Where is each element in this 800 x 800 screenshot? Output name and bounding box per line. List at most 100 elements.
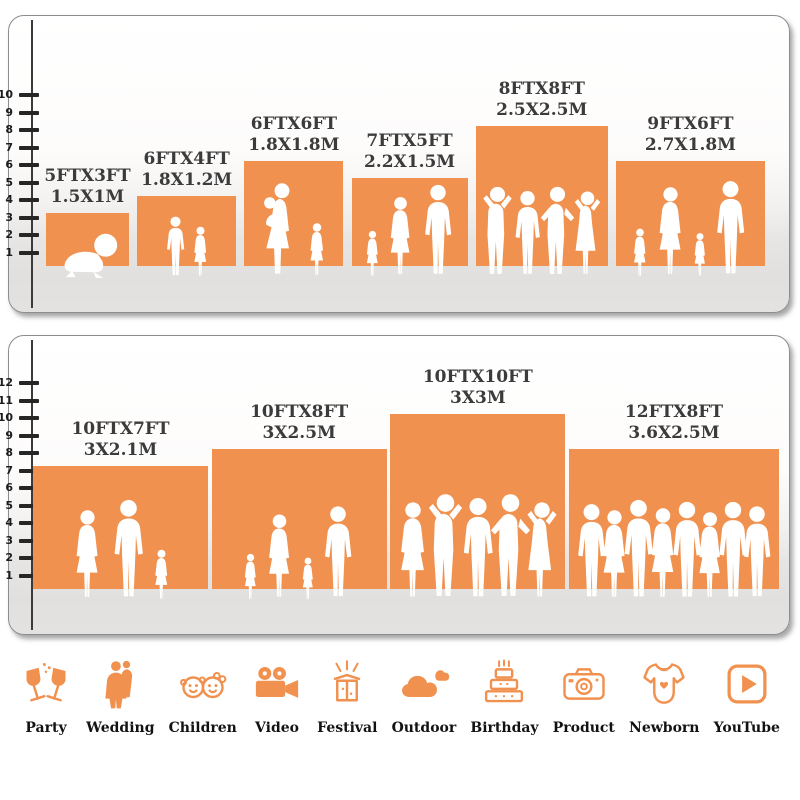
- youtube-icon: [721, 658, 773, 710]
- y-axis-tick-label: 11: [0, 393, 13, 407]
- y-axis-tick-label: 3: [5, 210, 13, 224]
- size-feet-label: 5FTX3FT: [44, 165, 131, 186]
- y-axis-tick: [19, 468, 39, 473]
- size-meter-label: 3.6X2.5M: [628, 422, 720, 443]
- category-wedding: Wedding: [86, 658, 155, 736]
- y-axis-tick: [19, 381, 39, 385]
- children-icon: [177, 658, 229, 710]
- y-axis-tick-label: 7: [5, 463, 13, 477]
- person-silhouette-boy: [163, 216, 188, 278]
- category-video: Video: [251, 658, 303, 736]
- bar-size-label: 7FTX5FT 2.2X1.5M: [364, 131, 455, 174]
- category-festival: Festival: [317, 658, 377, 736]
- person-silhouette-girl: [190, 226, 211, 278]
- video-icon: [251, 658, 303, 710]
- size-meter-label: 3X3M: [449, 387, 506, 408]
- y-axis-tick-label: 4: [5, 193, 13, 206]
- y-axis-tick-label: 7: [5, 140, 13, 154]
- y-axis-tick: [19, 110, 39, 115]
- person-silhouette-man: [419, 184, 457, 278]
- backdrop-bar: [475, 126, 608, 266]
- y-axis-tick-label: 9: [5, 428, 13, 442]
- category-label-youtube: YouTube: [713, 720, 780, 736]
- y-axis-tick-label: 10: [0, 411, 13, 424]
- person-silhouette-girl: [630, 228, 650, 278]
- category-newborn: Newborn: [629, 658, 699, 736]
- silhouette-figures: [616, 180, 765, 278]
- backdrop-bar-group: 6FTX6FT 1.8X1.8M: [244, 114, 344, 267]
- backdrop-bar: [390, 414, 566, 589]
- backdrop-bar-group: 9FTX6FT 2.7X1.8M: [615, 113, 765, 267]
- y-axis-tick-label: 5: [5, 498, 13, 512]
- size-feet-label: 8FTX8FT: [498, 78, 585, 99]
- birthday-icon: [478, 658, 530, 710]
- size-meter-label: 1.8X1.8M: [248, 134, 340, 155]
- person-silhouette-girl: [691, 232, 709, 278]
- person-silhouette-woman: [652, 186, 689, 278]
- category-label-wedding: Wedding: [86, 720, 155, 736]
- person-silhouette-man: [738, 505, 776, 601]
- silhouette-figures: [46, 232, 129, 278]
- size-feet-label: 9FTX6FT: [647, 113, 734, 134]
- person-silhouette-girl: [151, 549, 172, 601]
- category-outdoor: Outdoor: [392, 658, 456, 736]
- size-feet-label: 10FTX7FT: [71, 418, 170, 439]
- size-meter-label: 1.8X1.2M: [141, 169, 233, 190]
- backdrop-bar: [351, 178, 468, 266]
- y-axis-tick-label: 1: [5, 245, 13, 259]
- y-axis-tick-label: 6: [5, 158, 13, 171]
- y-axis-tick-label: 9: [5, 105, 13, 119]
- bar-size-label: 10FTX10FT 3X3M: [423, 367, 533, 410]
- bar-size-label: 6FTX4FT 1.8X1.2M: [141, 149, 232, 192]
- y-axis-tick: [19, 198, 39, 202]
- bars-container: 5FTX3FT 1.5X1M 6FTX4FT 1.8X1.2M 6FTX6FT 1.8X1…: [44, 79, 765, 267]
- person-silhouette-woman-up: [570, 190, 605, 278]
- category-label-children: Children: [168, 720, 237, 736]
- y-axis-tick-label: 6: [5, 481, 13, 494]
- backdrop-bar: [568, 449, 779, 589]
- category-birthday: Birthday: [470, 658, 539, 736]
- chart-panel-small-backdrops: 1 2 3 4 5 6 7 8 9 10 5FTX3FT 1.5X1M 6FTX4FT 1.8X1.2M 6…: [0, 15, 790, 313]
- size-meter-label: 3X2.5M: [262, 422, 336, 443]
- size-feet-label: 7FTX5FT: [366, 130, 453, 151]
- y-axis-tick: [19, 486, 39, 490]
- product-icon: [558, 658, 610, 710]
- y-axis-tick: [19, 93, 39, 97]
- person-silhouette-man: [711, 180, 750, 278]
- category-label-newborn: Newborn: [629, 720, 700, 736]
- size-meter-label: 2.5X2.5M: [496, 99, 588, 120]
- y-axis-line: [31, 340, 33, 630]
- backdrop-bar-group: 6FTX4FT 1.8X1.2M: [137, 149, 237, 267]
- size-feet-label: 6FTX4FT: [143, 148, 230, 169]
- y-axis-tick: [19, 145, 39, 150]
- person-silhouette-man: [108, 499, 149, 601]
- backdrop-bar-group: 10FTX7FT 3X2.1M: [33, 419, 208, 590]
- backdrop-bar: [137, 196, 237, 266]
- y-axis-tick-label: 10: [0, 88, 13, 101]
- y-axis-ruler: 1 2 3 4 5 6 7 8 9 10 11 12: [0, 336, 59, 634]
- y-axis-tick-label: 2: [5, 228, 13, 241]
- size-meter-label: 2.2X1.5M: [363, 151, 456, 172]
- y-axis-tick: [19, 250, 39, 255]
- y-axis-tick: [19, 416, 39, 420]
- category-youtube: YouTube: [714, 658, 780, 736]
- silhouette-figures: [569, 499, 779, 601]
- y-axis-tick: [19, 215, 39, 220]
- y-axis-tick: [19, 398, 39, 403]
- person-silhouette-girl: [299, 557, 317, 601]
- category-party: Party: [20, 658, 72, 736]
- newborn-icon: [638, 658, 690, 710]
- category-children: Children: [169, 658, 237, 736]
- silhouette-figures: [212, 505, 387, 601]
- silhouette-figures: [390, 493, 565, 601]
- bar-size-label: 10FTX8FT 3X2.5M: [250, 402, 348, 445]
- y-axis-tick: [19, 503, 39, 508]
- backdrop-bar-group: 10FTX10FT 3X3M: [390, 367, 566, 590]
- festival-icon: [321, 658, 373, 710]
- category-label-video: Video: [255, 720, 299, 736]
- y-axis-tick: [19, 128, 39, 132]
- bar-size-label: 8FTX8FT 2.5X2.5M: [496, 79, 587, 122]
- size-meter-label: 2.7X1.8M: [644, 134, 737, 155]
- backdrop-bar: [615, 161, 765, 266]
- y-axis-tick-label: 8: [5, 123, 13, 136]
